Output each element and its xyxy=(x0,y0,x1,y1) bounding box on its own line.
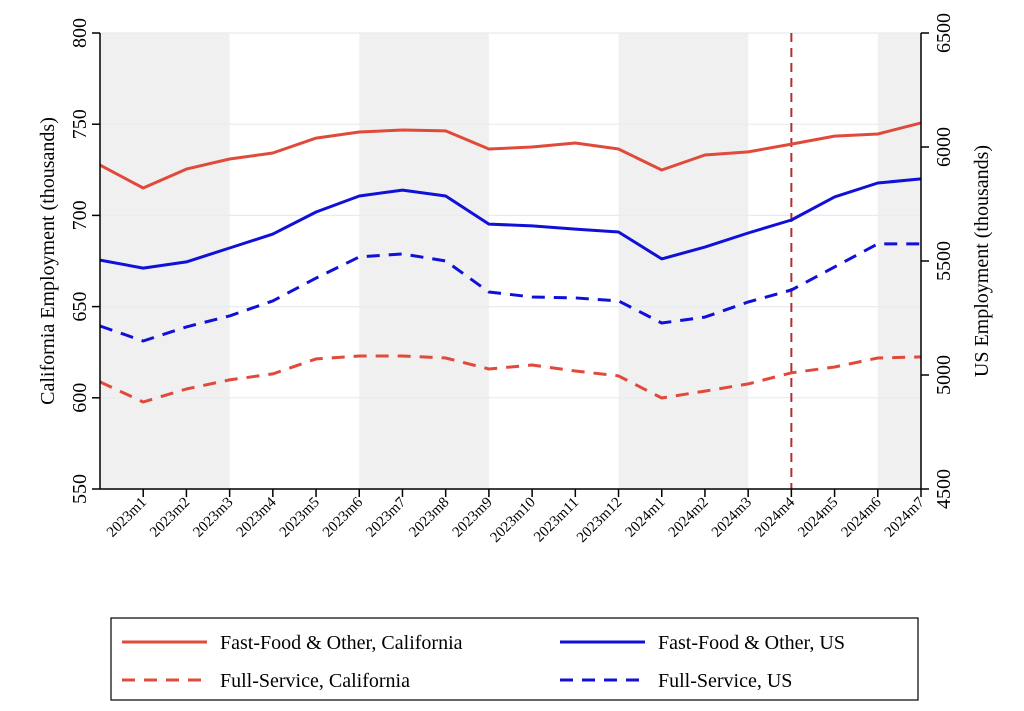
y-right-tick-label: 4500 xyxy=(933,469,955,509)
gridlines xyxy=(100,32,921,490)
shaded-period xyxy=(877,33,921,489)
y-right-tick-label: 6000 xyxy=(933,127,955,167)
x-tick-label: 2023m1 xyxy=(104,495,150,541)
y-right-tick-label: 6500 xyxy=(933,13,955,53)
series-line-3 xyxy=(99,242,921,343)
shaded-period xyxy=(618,33,749,489)
series-lines xyxy=(99,121,922,404)
x-tick-label: 2024m3 xyxy=(709,495,755,541)
x-tick-label: 2023m10 xyxy=(488,495,539,546)
series-line-1 xyxy=(99,177,922,270)
series-line-2 xyxy=(99,354,922,404)
x-tick-label: 2024m7 xyxy=(882,494,928,540)
x-tick-label: 2024m5 xyxy=(795,495,841,541)
x-tick-label: 2023m8 xyxy=(406,495,452,541)
y-axis-left-title: California Employment (thousands) xyxy=(37,117,59,405)
x-tick-label: 2023m6 xyxy=(320,494,366,540)
x-tick-label: 2023m4 xyxy=(234,494,280,540)
legend-label: Full-Service, US xyxy=(658,670,792,692)
x-tick-label: 2023m7 xyxy=(363,494,409,540)
legend-label: Fast-Food & Other, US xyxy=(658,632,845,654)
y-left-tick-label: 700 xyxy=(69,200,91,230)
y-left-tick-label: 750 xyxy=(69,109,91,139)
shaded-period xyxy=(359,33,489,489)
y-left-tick-label: 650 xyxy=(69,292,91,322)
x-tick-label: 2023m3 xyxy=(190,495,236,541)
legend-label: Full-Service, California xyxy=(220,670,410,692)
y-left-tick-label: 600 xyxy=(69,383,91,413)
shaded-period xyxy=(100,33,230,489)
legend-label: Fast-Food & Other, California xyxy=(220,632,463,654)
x-tick-label: 2024m6 xyxy=(839,494,885,540)
shaded-periods xyxy=(100,33,921,489)
y-left-tick-label: 550 xyxy=(69,474,91,504)
series-line-0 xyxy=(99,121,922,190)
x-tick-label: 2023m11 xyxy=(531,495,582,546)
y-axis-right-title: US Employment (thousands) xyxy=(971,145,993,377)
legend: Fast-Food & Other, California Fast-Food &… xyxy=(110,617,919,701)
x-tick-label: 2024m4 xyxy=(752,494,798,540)
x-tick-label: 2023m2 xyxy=(147,495,193,541)
x-tick-label: 2023m12 xyxy=(574,495,625,546)
x-tick-label: 2024m1 xyxy=(622,495,668,541)
x-tick-label: 2024m2 xyxy=(666,495,712,541)
y-right-tick-label: 5500 xyxy=(933,241,955,281)
y-left-tick-label: 800 xyxy=(69,18,91,48)
y-right-tick-label: 5000 xyxy=(933,355,955,395)
x-tick-label: 2023m5 xyxy=(277,495,323,541)
